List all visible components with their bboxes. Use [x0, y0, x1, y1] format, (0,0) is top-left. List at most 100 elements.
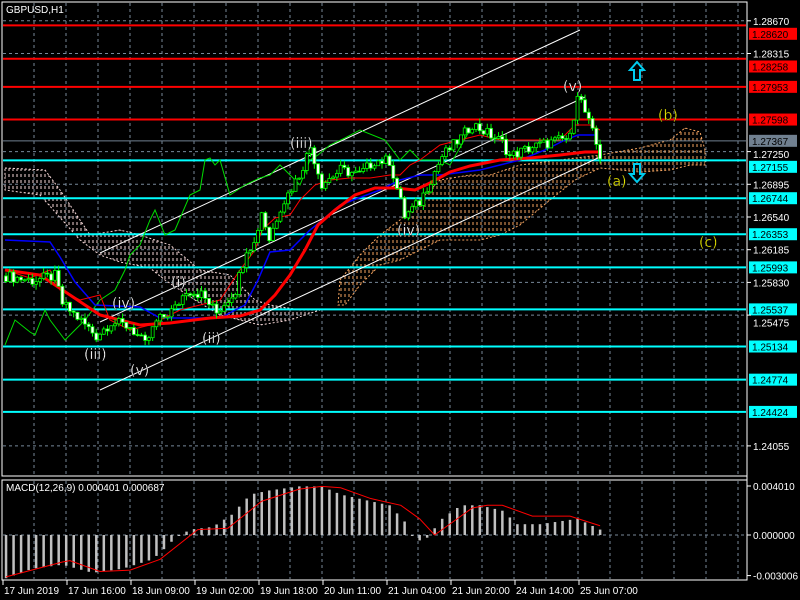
macd-histogram-bar — [177, 535, 181, 536]
candle — [522, 144, 527, 154]
candle — [116, 316, 121, 327]
red-level-tag-label: 1.27953 — [752, 83, 789, 94]
candle — [267, 226, 272, 244]
candle-body — [244, 252, 249, 268]
macd-histogram-bar — [117, 535, 121, 570]
cyan-level-tag: 1.26744 — [749, 192, 797, 205]
horizontal-levels[interactable] — [3, 24, 746, 413]
macd-histogram-bar — [290, 487, 294, 535]
candle-body — [94, 332, 99, 341]
macd-histogram-bar — [268, 490, 271, 535]
candle-body — [444, 147, 448, 157]
cyan-level-tag-bg — [749, 340, 797, 353]
candle — [500, 131, 505, 144]
candle-body — [169, 308, 174, 318]
macd-histogram-bar — [553, 522, 557, 535]
cyan-level-tag: 1.25993 — [749, 261, 797, 274]
candle-body — [75, 311, 80, 320]
macd-histogram-bar — [425, 535, 429, 538]
candle-body — [312, 147, 317, 165]
cyan-level-tag-label: 1.25537 — [752, 305, 789, 316]
candle — [380, 157, 384, 169]
candle — [338, 159, 343, 177]
candle — [56, 265, 61, 287]
candle — [342, 160, 347, 170]
candle-body — [45, 272, 50, 275]
candle-body — [327, 178, 332, 183]
candle-body — [49, 273, 54, 281]
candle — [218, 308, 223, 315]
candle — [515, 146, 520, 160]
candle-body — [571, 119, 576, 134]
candle-body — [26, 278, 31, 281]
candle — [4, 272, 8, 283]
candle — [308, 145, 313, 158]
macd-histogram-bar — [358, 498, 361, 535]
macd-histogram-bar — [350, 497, 354, 535]
macd-label: MACD(12,26,9) 0.000401 0.000687 — [6, 483, 165, 494]
trend-channel[interactable] — [99, 29, 601, 391]
candle — [428, 180, 433, 194]
candle — [455, 139, 460, 149]
candle-body — [481, 130, 486, 135]
macd-histogram-bar — [576, 518, 579, 535]
candle-body — [289, 190, 294, 194]
candle — [368, 158, 373, 171]
candle-body — [410, 206, 414, 213]
candle-body — [560, 135, 565, 139]
candle — [173, 300, 178, 311]
candle-body — [342, 164, 347, 168]
macd-histogram-bar — [591, 525, 594, 535]
candle — [357, 166, 362, 173]
macd-histogram-bar — [72, 535, 75, 568]
candle-body — [331, 176, 336, 179]
candle-body — [575, 95, 580, 121]
candle-body — [474, 123, 478, 130]
cyan-level-tag: 1.26353 — [749, 228, 797, 241]
candle — [391, 160, 396, 183]
candle — [109, 325, 114, 334]
candle-body — [361, 167, 366, 172]
candle-body — [271, 227, 275, 241]
macd-histogram-bar — [463, 505, 467, 535]
candle-body — [357, 170, 362, 173]
candle-body — [455, 139, 460, 145]
candle-body — [541, 139, 546, 143]
candle-body — [417, 200, 422, 206]
time-tick-label: 25 Jun 07:00 — [580, 586, 638, 597]
candle-body — [135, 334, 140, 336]
macd-histogram-bar — [147, 535, 151, 561]
candle-body — [143, 334, 148, 341]
candle-body — [177, 304, 181, 306]
candle — [526, 142, 531, 155]
channel-line — [99, 96, 586, 323]
macd-histogram-bar — [598, 529, 602, 535]
candle — [30, 273, 35, 287]
price-tick-label: 1.28670 — [753, 17, 790, 28]
candle-body — [383, 155, 388, 164]
candle-body — [586, 111, 591, 119]
candle — [49, 271, 54, 285]
candle-body — [530, 147, 535, 153]
candle-body — [413, 200, 418, 208]
candle-body — [496, 136, 501, 139]
macd-histogram-bar — [456, 508, 459, 535]
candle-body — [139, 334, 144, 337]
candle-body — [519, 147, 524, 158]
candle-body — [323, 182, 328, 189]
candle-body — [22, 279, 27, 282]
candle-body — [451, 139, 456, 151]
candle — [323, 180, 328, 191]
candle-body — [15, 276, 20, 283]
candle — [395, 176, 399, 190]
candle — [507, 151, 512, 160]
candle-body — [192, 293, 196, 296]
candle-body — [101, 328, 106, 335]
candle — [71, 309, 76, 318]
candle-body — [598, 144, 602, 160]
candle-body — [297, 177, 302, 180]
candle-body — [387, 155, 392, 166]
candle — [94, 328, 99, 343]
candle — [575, 92, 580, 125]
